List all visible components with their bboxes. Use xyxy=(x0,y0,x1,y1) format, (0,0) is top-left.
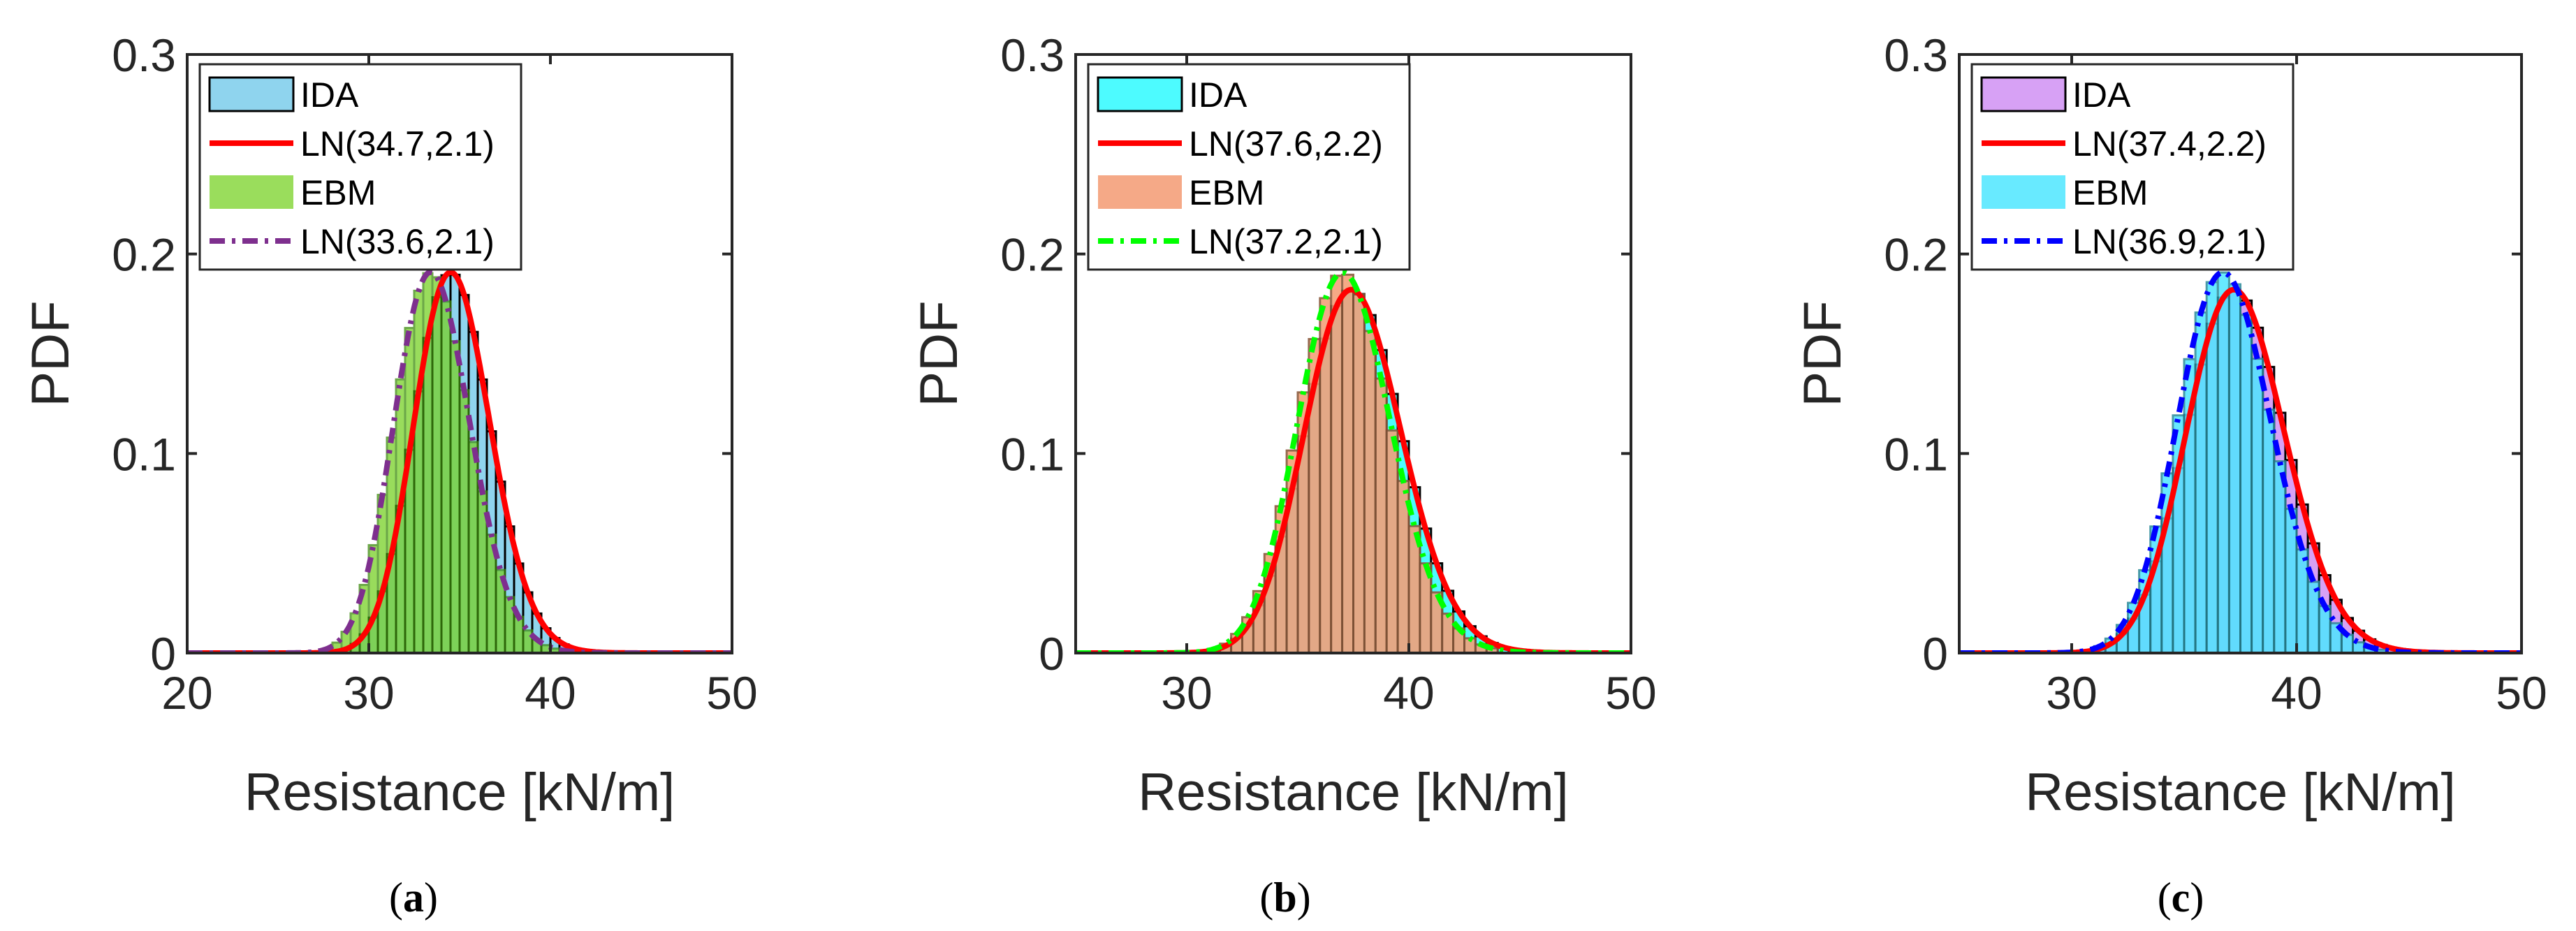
y-tick-label: 0 xyxy=(1922,628,1948,680)
legend-swatch-ida xyxy=(1097,76,1183,112)
y-tick-label: 0.3 xyxy=(112,29,176,81)
histogram-bar xyxy=(2251,358,2264,653)
fit-curve-LN(33.6,2.1) xyxy=(187,269,732,653)
histogram-bar xyxy=(1385,429,1399,653)
legend-swatch-ebm xyxy=(1098,175,1182,209)
legend-label: LN(37.2,2.1) xyxy=(1189,222,1383,261)
y-tick-label: 0 xyxy=(1039,628,1064,680)
histogram-bar xyxy=(413,289,425,653)
panel-b: 30 40 50 0 0.1 0.2 0.3 Resistance [kN/m] PDF IDA L… xyxy=(909,29,1657,921)
y-tick-label: 0.3 xyxy=(1000,29,1064,81)
histogram-bar xyxy=(2216,271,2230,653)
legend-label: LN(33.6,2.1) xyxy=(300,222,495,261)
histogram-bar xyxy=(1441,613,1455,653)
x-tick-label: 30 xyxy=(2046,667,2097,719)
y-tick-label: 0.1 xyxy=(1884,428,1948,480)
legend-label: EBM xyxy=(2072,173,2148,212)
y-axis-label: PDF xyxy=(1793,301,1852,407)
axes-box xyxy=(1074,53,1632,654)
y-tick-label: 0.1 xyxy=(1000,428,1064,480)
histogram-bar xyxy=(2262,409,2276,653)
legend-swatch-ebm xyxy=(210,175,293,209)
histogram-bar xyxy=(522,629,534,653)
panel-a: 20 30 40 50 0 0.1 0.2 0.3 Resistance [kN/m] PDF ID… xyxy=(21,29,758,921)
histogram-bar xyxy=(404,327,416,653)
histogram-bar xyxy=(440,300,452,653)
histogram-bar xyxy=(2306,580,2320,653)
x-tick-label: 50 xyxy=(2496,667,2547,719)
x-axis-label: Resistance [kN/m] xyxy=(1138,763,1569,822)
y-tick-label: 0.3 xyxy=(1884,29,1948,81)
histogram-bar xyxy=(1341,273,1354,653)
x-tick-label: 30 xyxy=(1161,667,1212,719)
y-tick-label: 0.2 xyxy=(1000,229,1064,281)
legend: IDA LN(37.4,2.2) EBM LN(36.9,2.1) xyxy=(1970,63,2295,271)
plot-content xyxy=(187,269,732,653)
axes-box xyxy=(186,53,733,654)
legend: IDA LN(37.6,2.2) EBM LN(37.2,2.1) xyxy=(1087,63,1411,271)
x-tick-label: 30 xyxy=(343,667,394,719)
axes-box xyxy=(1958,53,2523,654)
legend-label: IDA xyxy=(1189,75,1247,115)
legend-label: EBM xyxy=(1189,173,1264,212)
plot-content xyxy=(1959,270,2522,653)
histogram-bar xyxy=(467,441,479,653)
legend-swatch-ida xyxy=(1980,76,2067,112)
histogram-bar xyxy=(504,596,515,653)
histogram-bar xyxy=(2284,508,2298,653)
histogram-bar xyxy=(431,276,443,653)
y-tick-label: 0.1 xyxy=(112,428,176,480)
histogram-bar xyxy=(2239,314,2253,653)
legend-label: LN(36.9,2.1) xyxy=(2072,222,2267,261)
y-axis-label: PDF xyxy=(21,301,80,407)
histogram-bar xyxy=(2318,605,2332,653)
x-axis-label: Resistance [kN/m] xyxy=(2025,763,2456,822)
x-tick-label: 40 xyxy=(525,667,576,719)
x-axis-label: Resistance [kN/m] xyxy=(244,763,675,822)
legend-label: IDA xyxy=(2072,75,2131,115)
x-tick-label: 40 xyxy=(2271,667,2322,719)
panel-caption: (c) xyxy=(2158,874,2204,921)
histogram-bar xyxy=(1352,293,1366,653)
legend-label: LN(37.4,2.2) xyxy=(2072,124,2267,163)
legend-label: LN(37.6,2.2) xyxy=(1189,124,1383,163)
histogram-bar xyxy=(513,615,525,653)
panel-caption: (b) xyxy=(1259,874,1310,921)
x-tick-label: 20 xyxy=(161,667,212,719)
fit-curve-LN(34.7,2.1) xyxy=(187,269,732,653)
y-tick-label: 0.2 xyxy=(1884,229,1948,281)
y-tick-label: 0.2 xyxy=(112,229,176,281)
legend-swatch-ebm xyxy=(1982,175,2065,209)
histogram-bar xyxy=(458,389,470,653)
histogram-ebm xyxy=(322,272,561,653)
fit-curve-LN(37.2,2.1) xyxy=(1076,270,1631,653)
histogram-bar xyxy=(1330,274,1344,653)
histogram-bar xyxy=(2227,283,2241,653)
legend-swatch-ida xyxy=(208,76,295,112)
histogram-bar xyxy=(2273,460,2287,653)
panel-c: 30 40 50 0 0.1 0.2 0.3 Resistance [kN/m] PDF IDA L… xyxy=(1793,29,2547,921)
histogram-bar xyxy=(1363,330,1377,653)
x-tick-label: 50 xyxy=(706,667,757,719)
legend-label: LN(34.7,2.1) xyxy=(300,124,495,163)
histogram-bar xyxy=(2352,641,2366,653)
y-axis-label: PDF xyxy=(909,301,969,407)
legend: IDA LN(34.7,2.1) EBM LN(33.6,2.1) xyxy=(198,63,522,271)
y-tick-label: 0 xyxy=(150,628,176,680)
legend-label: IDA xyxy=(300,75,359,115)
x-tick-label: 40 xyxy=(1383,667,1434,719)
histogram-bar xyxy=(449,340,461,653)
histogram-bar xyxy=(1374,377,1388,653)
x-tick-label: 50 xyxy=(1605,667,1656,719)
histogram-bar xyxy=(2295,548,2309,653)
panel-caption: (a) xyxy=(389,874,438,921)
legend-label: EBM xyxy=(300,173,376,212)
